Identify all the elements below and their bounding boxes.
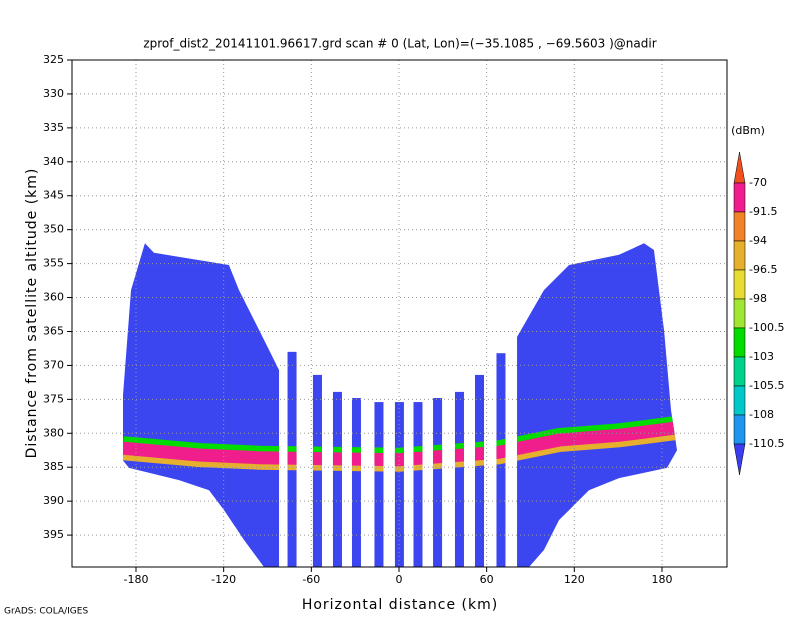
- colorbar-cap-top: [733, 151, 746, 184]
- colorbar-segment: [733, 182, 746, 213]
- y-tick-label: 335: [43, 121, 64, 134]
- y-tick-label: 355: [43, 257, 64, 270]
- colorbar-cap-bottom: [733, 443, 746, 476]
- colorbar-label: -70: [749, 176, 767, 189]
- x-tick-label: -120: [211, 573, 236, 586]
- y-tick-label: 360: [43, 291, 64, 304]
- x-tick-label: 0: [395, 573, 402, 586]
- plot-frame: [71, 59, 728, 568]
- colorbar-unit: (dBm): [731, 124, 765, 137]
- x-axis-title: Horizontal distance (km): [302, 597, 498, 613]
- swath-stripe: [374, 402, 384, 567]
- y-tick-label: 330: [43, 87, 64, 100]
- colorbar-segment: [733, 240, 746, 271]
- swath-stripe: [413, 402, 423, 567]
- colorbar-label: -94: [749, 234, 767, 247]
- x-tick-label: -180: [124, 573, 149, 586]
- y-tick-label: 390: [43, 494, 64, 507]
- swath-stripe: [312, 374, 322, 567]
- y-tick-label: 395: [43, 528, 64, 541]
- swath-block: [122, 243, 280, 568]
- colorbar-label: -100.5: [749, 321, 784, 334]
- swath-stripe: [351, 398, 361, 567]
- y-tick-label: 365: [43, 324, 64, 337]
- colorbar-label: -103: [749, 350, 774, 363]
- colorbar-label: -108: [749, 408, 774, 421]
- field: [122, 243, 678, 568]
- x-tick-label: 120: [564, 573, 585, 586]
- swath-stripe: [474, 374, 484, 567]
- colorbar-label: -98: [749, 292, 767, 305]
- y-tick-label: 345: [43, 189, 64, 202]
- y-tick-label: 325: [43, 53, 64, 66]
- colorbar-segment: [733, 356, 746, 387]
- x-tick-label: -60: [302, 573, 320, 586]
- swath-stripe: [433, 398, 443, 567]
- colorbar-label: -91.5: [749, 205, 777, 218]
- x-tick-label: 180: [651, 573, 672, 586]
- y-tick-label: 370: [43, 358, 64, 371]
- swath-stripe: [332, 391, 342, 567]
- y-tick-label: 375: [43, 392, 64, 405]
- colorbar-segment: [733, 211, 746, 242]
- y-tick-label: 340: [43, 155, 64, 168]
- y-tick-label: 350: [43, 223, 64, 236]
- chart-title: zprof_dist2_20141101.96617.grd scan # 0 …: [143, 37, 656, 51]
- y-axis-title: Distance from satellite altitude (km): [24, 168, 40, 459]
- colorbar-segment: [733, 385, 746, 416]
- colorbar-label: -96.5: [749, 263, 777, 276]
- colorbar-segment: [733, 327, 746, 358]
- colorbar-segment: [733, 298, 746, 329]
- y-tick-label: 385: [43, 460, 64, 473]
- x-tick-label: 60: [480, 573, 494, 586]
- swath-block: [517, 243, 678, 568]
- colorbar-segment: [733, 269, 746, 300]
- swath-stripe: [454, 391, 464, 567]
- colorbar-label: -105.5: [749, 379, 784, 392]
- footer: GrADS: COLA/IGES: [4, 607, 88, 617]
- colorbar-segment: [733, 414, 746, 445]
- y-tick-label: 380: [43, 426, 64, 439]
- colorbar-label: -110.5: [749, 437, 784, 450]
